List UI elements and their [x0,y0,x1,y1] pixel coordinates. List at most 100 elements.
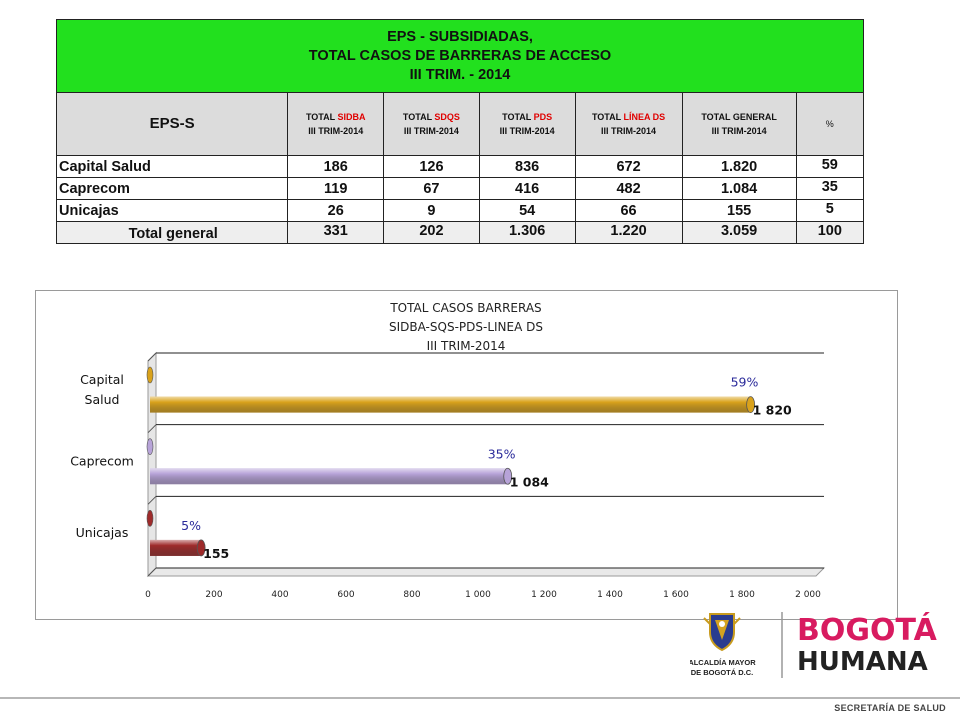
x-tick-label: 200 [205,590,222,600]
table-row: Capital Salud 186 126 836 672 1.820 59 [55,155,865,178]
cell-general: 1.820 [681,155,797,178]
barreras-table: EPS - SUBSIDIADAS, TOTAL CASOS DE BARRER… [55,19,865,244]
alcaldia-line2: DE BOGOTÁ D.C. [691,668,754,677]
brand-line2: HUMANA [797,647,928,677]
bar-shading [150,539,202,556]
bar-shading [150,396,751,413]
header-total-prefix: TOTAL [402,112,432,122]
total-sdqs: 202 [383,221,480,244]
category-label: Salud [85,392,120,407]
chart-title-line: SIDBA-SQS-PDS-LINEA DS [389,320,543,334]
table-row: Unicajas 26 9 54 66 155 5 [55,199,865,222]
header-general-label: TOTAL GENERAL [701,112,777,122]
bar-base-stub [146,438,154,455]
x-tick-label: 0 [145,590,151,600]
coat-of-arms-icon [703,613,741,652]
bar-cap [503,467,513,485]
row-name: Caprecom [55,177,289,200]
total-general: 3.059 [681,221,797,244]
row-name: Capital Salud [55,155,289,178]
header-sdqs: TOTAL SDQS III TRIM-2014 [383,92,480,156]
cell-sidba: 186 [287,155,385,178]
x-tick-label: 400 [271,590,288,600]
header-period: III TRIM-2014 [308,126,364,136]
percent-label: 35% [488,446,516,461]
cell-sidba: 119 [287,177,385,200]
value-label: 155 [203,546,229,561]
grid-line-depth [147,352,157,362]
table-row: Caprecom 119 67 416 482 1.084 35 [55,177,865,200]
bar-shading [150,468,508,485]
header-linea: TOTAL LÍNEA DS III TRIM-2014 [574,92,683,156]
footer-text: SECRETARÍA DE SALUD [834,703,946,713]
header-period: III TRIM-2014 [499,126,555,136]
cell-sdqs: 9 [383,199,480,222]
cell-pds: 54 [478,199,576,222]
brand-line1: BOGOTÁ [797,612,938,648]
cell-pct: 35 [795,177,865,200]
header-total-prefix: TOTAL [502,112,532,122]
cell-pct: 59 [795,155,865,178]
x-tick-label: 1 600 [663,590,689,600]
category-label: Unicajas [76,525,129,540]
cell-linea: 672 [574,155,683,178]
header-pds: TOTAL PDS III TRIM-2014 [478,92,576,156]
cell-sidba: 26 [287,199,385,222]
total-pds: 1.306 [478,221,576,244]
header-sidba: TOTAL SIDBA III TRIM-2014 [287,92,385,156]
percent-label: 5% [181,518,201,533]
header-total-prefix: TOTAL [305,112,335,122]
value-label: 1 820 [753,403,792,418]
table-title-line1: EPS - SUBSIDIADAS, [387,28,533,45]
grid-line-depth [147,424,157,434]
footer-divider [0,697,960,699]
cell-pds: 836 [478,155,576,178]
header-general: TOTAL GENERAL III TRIM-2014 [681,92,797,156]
cell-pct: 5 [795,199,865,222]
cell-pds: 416 [478,177,576,200]
bar-base-stub [146,366,154,384]
table-title-line2: TOTAL CASOS DE BARRERAS DE ACCESO [308,47,612,64]
grid-line-depth [147,567,157,577]
chart-title-line: TOTAL CASOS BARRERAS [389,301,541,315]
cell-sdqs: 126 [383,155,480,178]
x-tick-label: 1 200 [531,590,557,600]
header-sidba-label: SIDBA [337,112,366,122]
header-pct: % [795,92,865,156]
total-pct: 100 [795,221,865,244]
bar-base-stub [146,510,154,527]
cell-sdqs: 67 [383,177,480,200]
table-title: EPS - SUBSIDIADAS, TOTAL CASOS DE BARRER… [56,19,864,93]
header-sdqs-label: SDQS [434,112,460,122]
total-linea: 1.220 [574,221,683,244]
header-period: III TRIM-2014 [601,126,657,136]
bar-cap [196,539,206,557]
x-tick-label: 1 400 [597,590,623,600]
grid-line-depth [147,495,157,505]
header-pds-label: PDS [533,112,553,122]
value-label: 1 084 [510,474,549,489]
header-linea-label: LÍNEA DS [623,112,666,122]
logo-block: ALCALDÍA MAYOR DE BOGOTÁ D.C. BOGOTÁ HUM… [688,610,950,682]
plot-floor [146,567,826,577]
percent-label: 59% [731,375,759,390]
table-header-row: EPS-S TOTAL SIDBA III TRIM-2014 TOTAL SD… [55,92,865,156]
logos-svg: ALCALDÍA MAYOR DE BOGOTÁ D.C. BOGOTÁ HUM… [688,612,938,678]
x-tick-label: 2 000 [795,590,821,600]
chart-frame: TOTAL CASOS BARRERAS SIDBA-SQS-PDS-LINEA … [35,290,898,620]
row-name: Unicajas [55,199,289,222]
cell-general: 1.084 [681,177,797,200]
table-total-row: Total general 331 202 1.306 1.220 3.059 … [55,221,865,244]
total-name: Total general [55,221,289,244]
x-tick-label: 600 [337,590,354,600]
bar-cap [746,396,755,413]
chart-title-line: III TRIM-2014 [427,339,506,353]
table-title-line3: III TRIM. - 2014 [409,66,511,83]
category-label: Capital [80,372,124,387]
cell-general: 155 [681,199,797,222]
x-tick-label: 1 800 [729,590,755,600]
header-period: III TRIM-2014 [711,126,767,136]
alcaldia-line1: ALCALDÍA MAYOR [690,658,756,667]
header-period: III TRIM-2014 [403,126,459,136]
cell-linea: 482 [574,177,683,200]
